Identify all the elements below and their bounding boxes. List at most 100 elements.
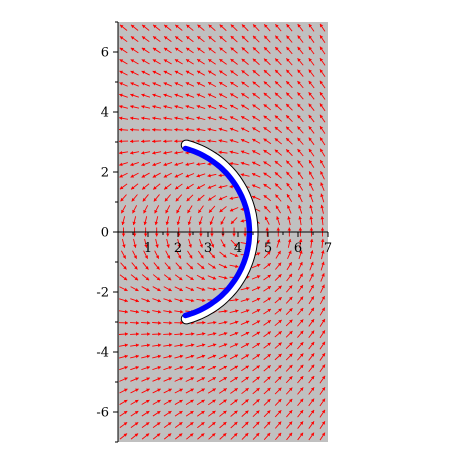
field-arrow	[230, 399, 238, 406]
field-arrow	[286, 421, 293, 429]
field-arrow	[308, 353, 315, 361]
field-arrow	[218, 93, 228, 99]
field-arrow	[251, 263, 261, 269]
field-arrow	[141, 274, 150, 281]
field-arrow	[207, 365, 217, 371]
field-arrow	[185, 365, 195, 371]
field-arrow	[308, 284, 315, 293]
field-arrow	[276, 238, 281, 248]
field-arrow	[219, 24, 227, 32]
field-arrow	[308, 341, 315, 350]
field-arrow	[144, 238, 148, 248]
field-arrow	[141, 286, 150, 292]
field-arrow	[252, 127, 261, 133]
field-arrow	[207, 195, 216, 201]
field-arrow	[130, 93, 139, 98]
field-arrow	[309, 238, 314, 248]
field-arrow	[263, 251, 271, 259]
field-arrow	[152, 59, 161, 65]
field-arrow	[297, 103, 304, 111]
field-arrow	[240, 138, 250, 144]
field-arrow	[119, 139, 129, 144]
field-arrow	[241, 92, 250, 99]
field-arrow	[251, 138, 261, 144]
field-arrow	[274, 46, 282, 55]
field-arrow	[218, 185, 228, 189]
field-arrow	[241, 354, 250, 360]
field-arrow	[275, 194, 282, 202]
field-arrow	[175, 194, 183, 202]
field-arrow	[286, 193, 293, 203]
field-arrow	[297, 353, 304, 361]
field-arrow	[119, 70, 128, 76]
field-arrow	[120, 194, 127, 202]
field-arrow	[263, 297, 272, 303]
field-arrow	[163, 151, 173, 155]
field-arrow	[163, 321, 173, 325]
field-arrow	[121, 216, 126, 226]
field-arrow	[274, 149, 283, 156]
field-arrow	[152, 286, 161, 292]
field-arrow	[175, 262, 183, 270]
field-arrow	[297, 387, 304, 395]
field-arrow	[264, 239, 270, 248]
field-arrow	[263, 92, 271, 100]
field-arrow	[319, 307, 326, 316]
field-arrow	[319, 148, 326, 157]
field-arrow	[130, 286, 139, 292]
field-arrow	[297, 57, 304, 66]
field-arrow	[274, 376, 282, 384]
field-arrow	[152, 93, 162, 98]
field-arrow	[297, 69, 304, 77]
field-arrow	[163, 127, 173, 132]
field-arrow	[196, 354, 206, 359]
field-arrow	[274, 69, 282, 77]
field-arrow	[229, 161, 239, 166]
field-arrow	[163, 183, 172, 190]
field-arrow	[196, 377, 206, 382]
field-arrow	[141, 298, 151, 303]
field-arrow	[152, 47, 161, 54]
field-arrow	[185, 104, 195, 109]
field-arrow	[218, 320, 228, 325]
field-arrow	[298, 216, 302, 226]
field-arrow	[163, 139, 173, 144]
field-arrow	[218, 150, 228, 155]
field-arrow	[285, 103, 293, 111]
field-arrow	[252, 353, 261, 360]
field-arrow	[196, 173, 206, 178]
field-arrow	[319, 398, 326, 407]
field-arrow	[297, 409, 304, 418]
field-arrow	[163, 410, 172, 417]
field-arrow	[130, 354, 140, 359]
field-arrow	[163, 172, 172, 178]
field-arrow	[286, 261, 293, 271]
field-arrow	[241, 432, 249, 440]
field-arrow	[240, 342, 250, 349]
field-arrow	[163, 421, 172, 428]
field-arrow	[119, 172, 128, 178]
field-arrow	[174, 82, 184, 87]
field-arrow	[274, 353, 282, 361]
field-arrow	[141, 354, 151, 359]
field-arrow	[130, 321, 140, 325]
field-arrow	[274, 409, 282, 418]
field-arrow	[274, 58, 282, 66]
field-arrow	[263, 194, 272, 202]
field-arrow	[274, 308, 283, 315]
field-arrow	[207, 184, 217, 189]
field-arrow	[141, 36, 150, 43]
field-arrow	[141, 410, 150, 417]
field-arrow	[274, 421, 282, 429]
field-arrow	[185, 127, 195, 132]
field-arrow	[319, 23, 326, 32]
field-arrow	[196, 162, 206, 166]
field-arrow	[240, 331, 250, 337]
field-arrow	[241, 69, 249, 77]
field-arrow	[185, 58, 194, 65]
field-arrow	[130, 116, 140, 121]
field-arrow	[130, 59, 139, 65]
field-arrow	[196, 82, 206, 87]
field-arrow	[241, 387, 249, 395]
field-arrow	[251, 161, 261, 167]
